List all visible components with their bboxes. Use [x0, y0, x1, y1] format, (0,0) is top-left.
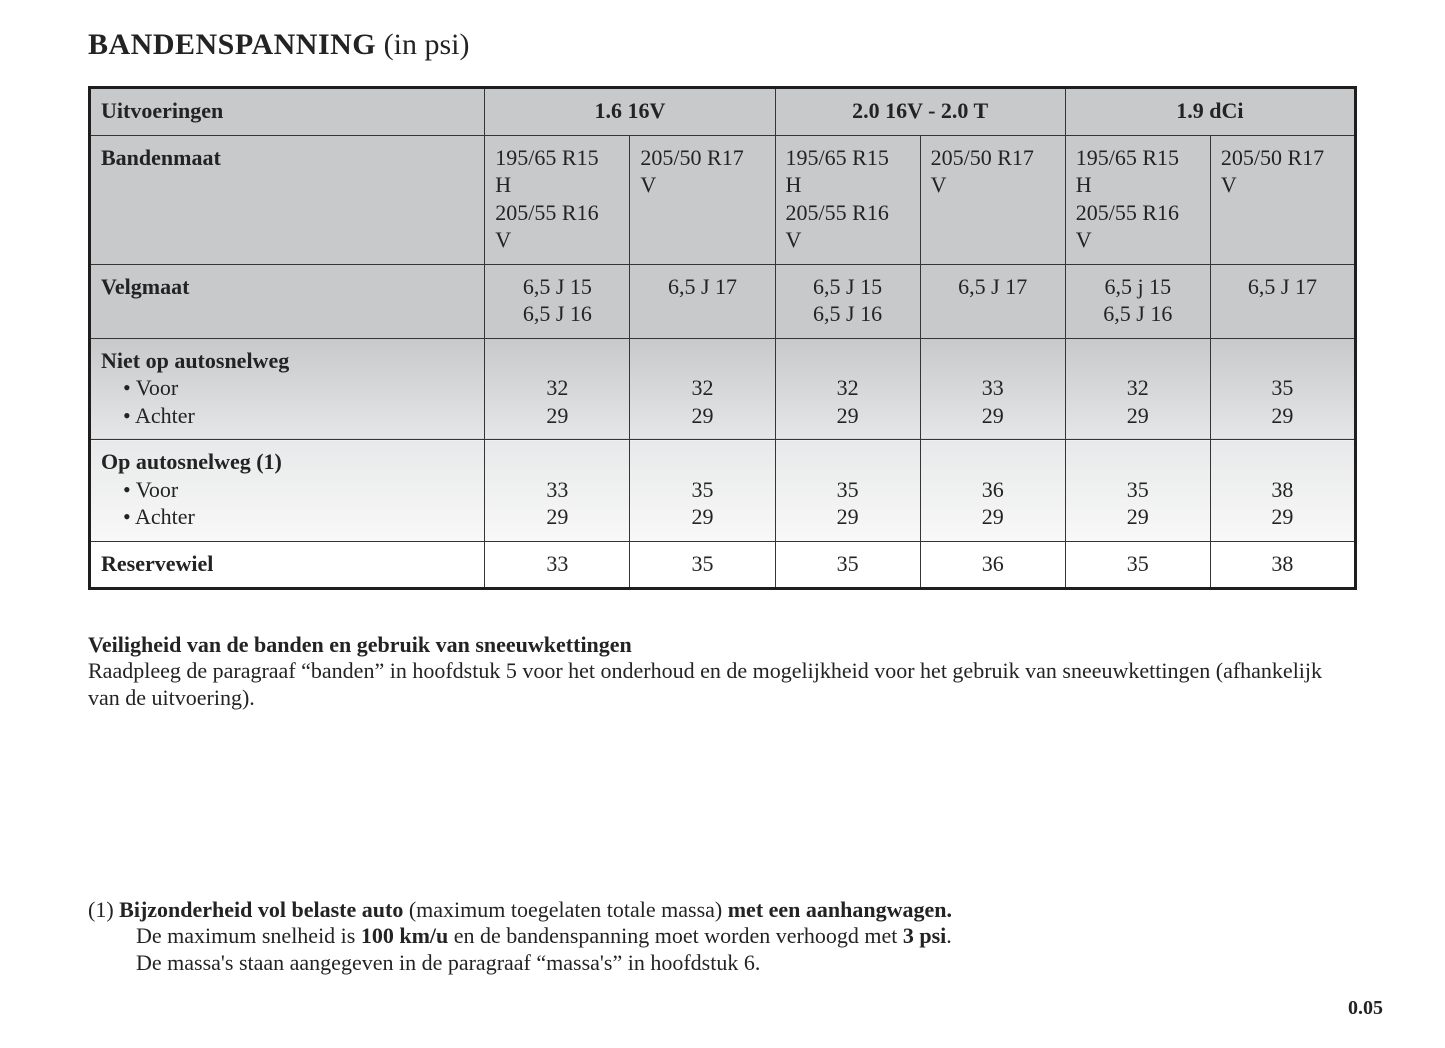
row-engines: Uitvoeringen 1.6 16V 2.0 16V - 2.0 T 1.9… — [90, 88, 1356, 136]
footnote-marker: (1) — [88, 897, 119, 922]
reserve-4: 35 — [1065, 541, 1210, 589]
page-number: 0.05 — [1348, 997, 1383, 1020]
bandenmaat-3: 205/50 R17 V — [920, 135, 1065, 264]
velgmaat-2: 6,5 J 15 6,5 J 16 — [775, 264, 920, 338]
engine-2: 1.9 dCi — [1065, 88, 1355, 136]
reserve-0: 33 — [485, 541, 630, 589]
label-niet-voor: • Voor — [101, 375, 178, 400]
velgmaat-5: 6,5 J 17 — [1210, 264, 1355, 338]
row-bandenmaat: Bandenmaat 195/65 R15 H 205/55 R16 V 205… — [90, 135, 1356, 264]
label-bandenmaat: Bandenmaat — [90, 135, 485, 264]
footnote-l1a: Bijzonderheid vol belaste auto — [119, 897, 403, 922]
page-title: BANDENSPANNING (in psi) — [88, 28, 1357, 62]
niet-3: 3329 — [920, 338, 1065, 440]
velgmaat-1: 6,5 J 17 — [630, 264, 775, 338]
footnote-l3: De massa's staan aangegeven in de paragr… — [88, 950, 1357, 976]
niet-5: 3529 — [1210, 338, 1355, 440]
footnote-l1c: met een aanhangwagen. — [728, 897, 952, 922]
niet-0: 3229 — [485, 338, 630, 440]
safety-notes: Veiligheid van de banden en gebruik van … — [88, 632, 1357, 711]
label-velgmaat: Velgmaat — [90, 264, 485, 338]
footnote-l2a: De maximum snelheid is — [136, 923, 361, 948]
footnote-l2e: . — [946, 923, 952, 948]
bandenmaat-4: 195/65 R15 H 205/55 R16 V — [1065, 135, 1210, 264]
row-op-autosnelweg: Op autosnelweg (1) • Voor • Achter 3329 … — [90, 440, 1356, 542]
label-uitvoeringen: Uitvoeringen — [90, 88, 485, 136]
engine-0: 1.6 16V — [485, 88, 775, 136]
op-3: 3629 — [920, 440, 1065, 542]
label-niet-hdr: Niet op autosnelweg — [101, 348, 289, 373]
reserve-1: 35 — [630, 541, 775, 589]
niet-4: 3229 — [1065, 338, 1210, 440]
op-2: 3529 — [775, 440, 920, 542]
label-op-hdr: Op autosnelweg (1) — [101, 449, 282, 474]
label-niet-autosnelweg: Niet op autosnelweg • Voor • Achter — [90, 338, 485, 440]
footnote-l2c: en de bandenspanning moet worden verhoog… — [448, 923, 903, 948]
niet-1: 3229 — [630, 338, 775, 440]
row-velgmaat: Velgmaat 6,5 J 15 6,5 J 16 6,5 J 17 6,5 … — [90, 264, 1356, 338]
velgmaat-3: 6,5 J 17 — [920, 264, 1065, 338]
engine-1: 2.0 16V - 2.0 T — [775, 88, 1065, 136]
niet-2: 3229 — [775, 338, 920, 440]
notes-heading: Veiligheid van de banden en gebruik van … — [88, 632, 632, 657]
footnote-l1b: (maximum toegelaten totale massa) — [403, 897, 727, 922]
row-reservewiel: Reservewiel 33 35 35 36 35 38 — [90, 541, 1356, 589]
op-1: 3529 — [630, 440, 775, 542]
op-4: 3529 — [1065, 440, 1210, 542]
bandenmaat-1: 205/50 R17 V — [630, 135, 775, 264]
label-op-voor: • Voor — [101, 477, 178, 502]
bandenmaat-5: 205/50 R17 V — [1210, 135, 1355, 264]
label-op-achter: • Achter — [101, 504, 195, 529]
reserve-5: 38 — [1210, 541, 1355, 589]
row-niet-autosnelweg: Niet op autosnelweg • Voor • Achter 3229… — [90, 338, 1356, 440]
label-niet-achter: • Achter — [101, 403, 195, 428]
velgmaat-0: 6,5 J 15 6,5 J 16 — [485, 264, 630, 338]
bandenmaat-2: 195/65 R15 H 205/55 R16 V — [775, 135, 920, 264]
title-bold: BANDENSPANNING — [88, 28, 376, 61]
label-op-autosnelweg: Op autosnelweg (1) • Voor • Achter — [90, 440, 485, 542]
label-reservewiel: Reservewiel — [90, 541, 485, 589]
bandenmaat-0: 195/65 R15 H 205/55 R16 V — [485, 135, 630, 264]
velgmaat-4: 6,5 j 15 6,5 J 16 — [1065, 264, 1210, 338]
footnote-l2d: 3 psi — [903, 923, 946, 948]
footnote: (1) Bijzonderheid vol belaste auto (maxi… — [88, 897, 1357, 976]
reserve-3: 36 — [920, 541, 1065, 589]
op-5: 3829 — [1210, 440, 1355, 542]
tire-pressure-table: Uitvoeringen 1.6 16V 2.0 16V - 2.0 T 1.9… — [88, 86, 1357, 590]
op-0: 3329 — [485, 440, 630, 542]
reserve-2: 35 — [775, 541, 920, 589]
footnote-l2b: 100 km/u — [361, 923, 448, 948]
title-unit: (in psi) — [376, 28, 469, 61]
notes-body: Raadpleeg de paragraaf “banden” in hoofd… — [88, 658, 1322, 709]
